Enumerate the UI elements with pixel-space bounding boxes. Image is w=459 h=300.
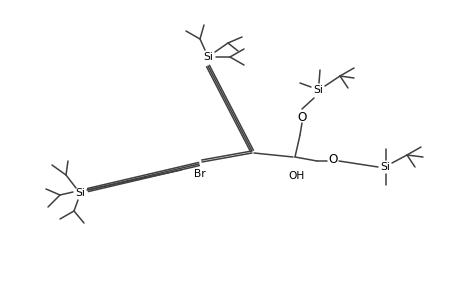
Text: O: O bbox=[328, 152, 337, 166]
Text: Si: Si bbox=[313, 85, 322, 95]
Text: Si: Si bbox=[379, 162, 389, 172]
Text: Si: Si bbox=[202, 52, 213, 62]
Text: Br: Br bbox=[194, 169, 206, 179]
Text: Si: Si bbox=[75, 188, 85, 198]
Text: O: O bbox=[297, 110, 306, 124]
Text: OH: OH bbox=[288, 171, 304, 181]
